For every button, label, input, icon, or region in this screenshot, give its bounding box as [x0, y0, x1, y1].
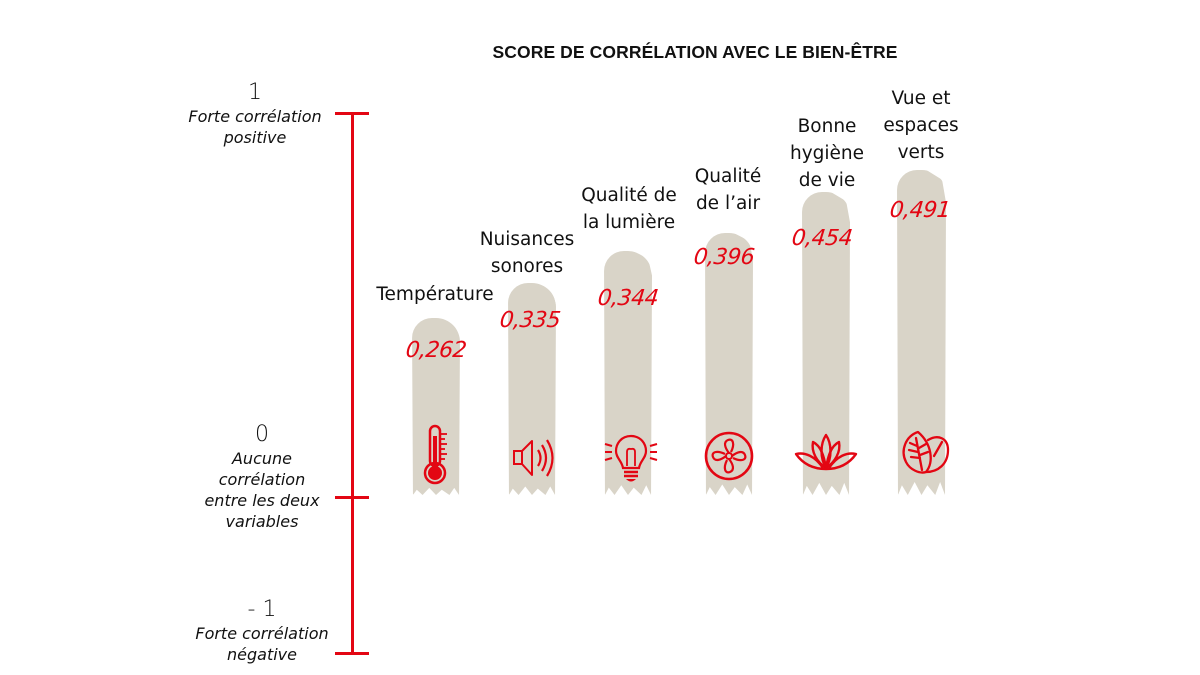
fan-icon	[703, 430, 755, 482]
axis-desc-top-2: positive	[223, 128, 287, 147]
axis-tick-top	[335, 112, 369, 115]
thermometer-icon	[420, 424, 454, 486]
bar-value-hygiene: 0,454	[790, 226, 854, 251]
axis-desc-middle-4: variables	[225, 512, 299, 531]
lightbulb-icon	[604, 432, 658, 486]
axis-vertical-line	[351, 113, 354, 655]
axis-value-top: 1	[248, 80, 262, 105]
axis-label-middle: 0 Aucune corrélation entre les deux vari…	[162, 422, 362, 532]
bar-label-light: Qualité de la lumière	[581, 185, 677, 233]
bar-value-green-view: 0,491	[888, 198, 952, 223]
axis-label-top: 1 Forte corrélation positive	[155, 80, 355, 148]
axis-desc-bottom-1: Forte corrélation	[195, 624, 329, 643]
bar-label-air: Qualité de l’air	[694, 166, 762, 214]
lotus-icon	[793, 432, 859, 472]
bar-label-hygiene: Bonne hygiène de vie	[789, 116, 865, 191]
axis-desc-middle-2: corrélation	[218, 470, 306, 489]
axis-desc-top-1: Forte corrélation	[188, 107, 322, 126]
leaves-icon	[898, 428, 950, 476]
bar-value-temperature: 0,262	[404, 338, 468, 363]
axis-desc-middle-1: Aucune	[231, 449, 292, 468]
bar-value-light: 0,344	[596, 286, 660, 311]
axis-desc-middle-3: entre les deux	[204, 491, 320, 510]
bar-hygiene	[802, 192, 850, 495]
axis-desc-bottom-2: négative	[227, 645, 297, 664]
axis-label-bottom: - 1 Forte corrélation négative	[162, 597, 362, 665]
axis-value-middle: 0	[255, 422, 269, 447]
axis-tick-middle	[335, 496, 369, 499]
bar-value-noise: 0,335	[498, 308, 562, 333]
axis-value-bottom: - 1	[247, 597, 277, 622]
bar-label-noise: Nuisances sonores	[479, 229, 575, 277]
bar-label-temperature: Température	[376, 284, 494, 305]
bar-light	[604, 251, 652, 495]
bar-green-view	[897, 170, 946, 495]
axis-tick-bottom	[335, 652, 369, 655]
chart-title: SCORE DE CORRÉLATION AVEC LE BIEN-ÊTRE	[492, 42, 898, 62]
speaker-icon	[512, 436, 556, 480]
bar-label-green-view: Vue et espaces verts	[883, 88, 959, 163]
bar-value-air: 0,396	[692, 245, 756, 270]
